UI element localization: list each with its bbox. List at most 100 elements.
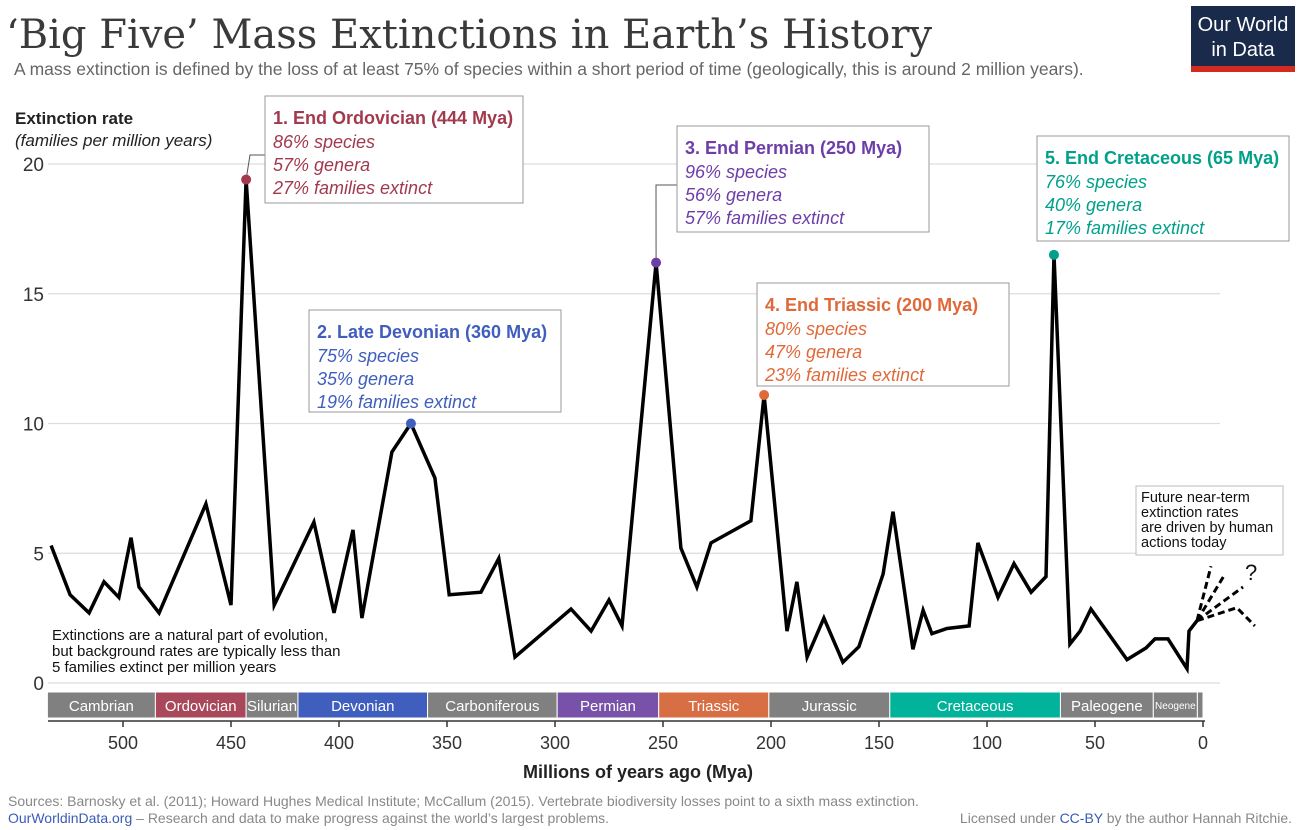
period-band	[46, 691, 156, 719]
question-mark: ?	[1245, 560, 1257, 585]
period-label: Devonian	[331, 698, 394, 715]
annotation-box	[756, 282, 1010, 387]
period-label: Carboniferous	[445, 698, 539, 715]
note-line: Extinctions are a natural part of evolut…	[52, 627, 328, 644]
annotation-box	[676, 125, 930, 233]
geologic-periods-bar: Cambrian Ordovician Silurian Devonian Carbon…	[46, 691, 1204, 719]
x-tick-label: 100	[972, 733, 1002, 753]
license-note: Licensed under CC-BY by the author Hanna…	[960, 810, 1292, 826]
gridlines	[48, 163, 1220, 684]
note-line: 5 families extinct per million years	[52, 659, 276, 676]
x-tick-label: 350	[432, 733, 462, 753]
y-tick-label: 10	[23, 415, 44, 436]
event-stat: 76% species	[1045, 172, 1147, 192]
logo-text-line2: in Data	[1211, 39, 1275, 61]
footer-left: OurWorldinData.org – Research and data t…	[8, 810, 609, 826]
event-stat: 86% species	[273, 132, 375, 152]
event-marker[interactable]	[759, 389, 770, 400]
period-band	[768, 691, 891, 719]
note-line: are driven by human	[1141, 520, 1273, 536]
period-label: Paleogene	[1071, 698, 1143, 715]
future-note-box	[1135, 485, 1284, 556]
x-tick-label: 250	[648, 733, 678, 753]
leader-line	[655, 184, 677, 263]
period-band	[1196, 691, 1204, 719]
extinction-rate-line	[49, 179, 1199, 675]
event-annotation: 4. End Triassic (200 Mya) 80% species 47% …	[756, 282, 1010, 387]
event-stat: 40% genera	[1045, 195, 1142, 215]
y-axis-label: Extinction rate	[15, 109, 133, 128]
future-note: Future near-term extinction rates are dr…	[1135, 485, 1284, 556]
period-band	[658, 691, 770, 719]
leader-line	[245, 154, 265, 180]
logo-background	[1191, 6, 1295, 66]
annotation-box	[264, 95, 524, 204]
future-scenario-line	[1196, 605, 1256, 627]
event-stat: 47% genera	[765, 342, 862, 362]
period-label: Jurassic	[802, 698, 858, 715]
event-stat: 57% genera	[273, 155, 370, 175]
event-stat: 96% species	[685, 162, 787, 182]
y-tick-label: 5	[33, 544, 44, 565]
annotation-box	[1036, 135, 1290, 242]
y-axis-ticks: 0 5 10 15 20	[23, 155, 44, 695]
event-stat: 57% families extinct	[685, 208, 845, 228]
future-scenario-line	[1195, 565, 1213, 622]
event-annotation: 2. Late Devonian (360 Mya) 75% species 35%…	[308, 309, 562, 413]
event-stat: 75% species	[317, 346, 419, 366]
future-scenario-line	[1196, 585, 1244, 622]
y-tick-label: 20	[23, 155, 44, 176]
owid-site-link[interactable]: OurWorldinData.org	[8, 810, 132, 826]
period-band	[154, 691, 247, 719]
period-band	[556, 691, 660, 719]
future-scenarios	[1195, 565, 1256, 627]
x-tick-label: 50	[1085, 733, 1105, 753]
event-title: 5. End Cretaceous (65 Mya)	[1045, 148, 1279, 168]
event-annotation: 5. End Cretaceous (65 Mya) 76% species 40%…	[1036, 135, 1290, 242]
x-axis-label: Millions of years ago (Mya)	[523, 762, 753, 782]
event-marker[interactable]	[1048, 249, 1059, 260]
x-tick-label: 500	[108, 733, 138, 753]
x-tick-label: 0	[1198, 733, 1208, 753]
page-title: ‘Big Five’ Mass Extinctions in Earth’s H…	[6, 12, 932, 58]
event-stat: 56% genera	[685, 185, 782, 205]
x-tick-label: 150	[864, 733, 894, 753]
note-line: Future near-term	[1141, 490, 1250, 506]
x-tick-label: 400	[324, 733, 354, 753]
period-label: Triassic	[688, 698, 740, 715]
subtitle: A mass extinction is defined by the loss…	[14, 59, 1084, 79]
note-line: extinction rates	[1141, 505, 1239, 521]
event-marker[interactable]	[241, 174, 252, 185]
license-link[interactable]: CC-BY	[1060, 810, 1104, 826]
y-tick-label: 0	[33, 674, 44, 695]
x-tick-label: 300	[540, 733, 570, 753]
event-stat: 23% families extinct	[764, 365, 925, 385]
logo-text-line1: Our World	[1198, 14, 1289, 36]
license-suffix: by the author Hannah Ritchie.	[1103, 810, 1292, 826]
x-tick-label: 450	[216, 733, 246, 753]
x-axis: 500 450 400 350 300 250 200 150 100 50 0	[48, 720, 1208, 753]
annotation-box	[308, 309, 562, 413]
event-marker[interactable]	[651, 257, 662, 268]
period-band	[889, 691, 1061, 719]
future-scenario-line	[1195, 573, 1227, 622]
event-title: 3. End Permian (250 Mya)	[685, 138, 902, 158]
event-marker[interactable]	[405, 418, 416, 429]
period-label: Neogene	[1155, 701, 1196, 712]
owid-logo[interactable]: Our World in Data	[1191, 6, 1295, 72]
event-stat: 19% families extinct	[317, 392, 477, 412]
footer-tagline: – Research and data to make progress aga…	[132, 810, 609, 826]
period-label: Cretaceous	[937, 698, 1014, 715]
y-axis-sublabel: (families per million years)	[15, 131, 212, 150]
note-line: but background rates are typically less …	[52, 643, 341, 660]
extinction-events: 1. End Ordovician (444 Mya) 86% species 57…	[241, 95, 1290, 429]
license-prefix: Licensed under	[960, 810, 1060, 826]
event-annotation: 3. End Permian (250 Mya) 96% species 56% g…	[655, 125, 930, 263]
event-title: 1. End Ordovician (444 Mya)	[273, 108, 513, 128]
period-label: Silurian	[247, 698, 297, 715]
logo-accent-bar	[1191, 66, 1295, 72]
period-label: Cambrian	[69, 698, 134, 715]
background-rate-note: Extinctions are a natural part of evolut…	[52, 627, 341, 676]
event-annotation: 1. End Ordovician (444 Mya) 86% species 57…	[245, 95, 524, 204]
